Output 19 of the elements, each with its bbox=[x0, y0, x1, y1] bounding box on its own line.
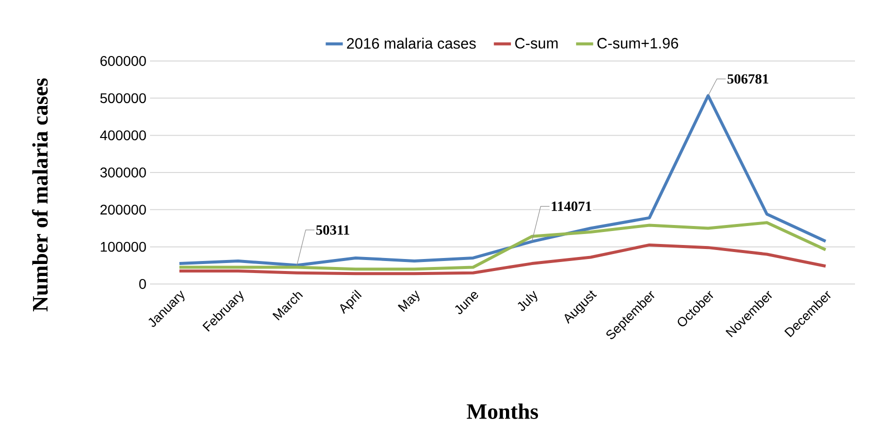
x-tick-label: May bbox=[398, 290, 420, 312]
annotation: 114071 bbox=[552, 202, 592, 212]
y-tick-label: 300000 bbox=[100, 168, 146, 178]
y-tick-label: 200000 bbox=[100, 204, 146, 215]
legend-label: C-sum bbox=[515, 38, 558, 49]
y-tick-label: 0 bbox=[139, 279, 146, 289]
y-tick-label: 100000 bbox=[100, 242, 146, 252]
x-tick-label: July bbox=[518, 290, 538, 311]
annotation: 506781 bbox=[728, 74, 768, 84]
legend-label: C-sum+1.96 bbox=[597, 38, 678, 49]
y-tick-label: 600000 bbox=[100, 56, 146, 66]
line-series bbox=[178, 94, 828, 267]
annotation: 50311 bbox=[316, 225, 350, 235]
y-axis-title: Number of malaria cases bbox=[32, 78, 48, 312]
legend-label: 2016 malaria cases bbox=[347, 38, 476, 49]
line-series bbox=[178, 243, 828, 276]
x-axis-title: Months bbox=[466, 403, 538, 419]
y-tick-label: 500000 bbox=[100, 93, 146, 104]
y-tick-label: 400000 bbox=[100, 130, 146, 140]
